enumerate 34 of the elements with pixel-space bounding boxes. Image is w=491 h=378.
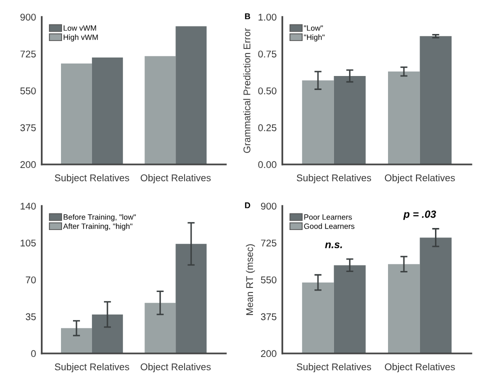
x-tick-label: Subject Relatives — [296, 363, 372, 372]
annotation: n.s. — [325, 242, 342, 248]
y-tick-label: 900 — [20, 14, 36, 21]
y-tick-label: 0 — [31, 350, 36, 358]
y-tick-label: 200 — [261, 350, 276, 358]
y-tick-label: 0.75 — [258, 50, 276, 58]
x-tick-label: Object Relatives — [140, 363, 211, 372]
y-axis-title: Mean RT (msec) — [246, 244, 255, 315]
x-tick-label: Subject Relatives — [54, 363, 130, 372]
y-tick-label: 105 — [20, 240, 36, 246]
y-tick-label: 0.25 — [258, 124, 276, 132]
y-axis-title: Grammatical Prediction Error — [243, 28, 250, 153]
y-tick-label: 725 — [20, 50, 36, 58]
x-tick-label: Object Relatives — [384, 174, 455, 184]
y-tick-label: 0.00 — [258, 161, 276, 168]
x-tick-label: Object Relatives — [140, 174, 211, 184]
y-tick-label: 35 — [26, 313, 36, 320]
y-tick-label: 140 — [20, 202, 36, 210]
y-tick-label: 200 — [20, 161, 36, 168]
chart-title: B — [245, 13, 250, 20]
y-tick-label: 375 — [20, 124, 36, 132]
y-tick-label: 550 — [20, 87, 36, 94]
x-tick-label: Object Relatives — [384, 363, 455, 372]
x-tick-label: Subject Relatives — [296, 174, 372, 184]
y-tick-label: 1.00 — [258, 14, 276, 21]
chart-title: D — [245, 202, 250, 208]
y-tick-label: 0.50 — [258, 87, 276, 94]
y-tick-label: 70 — [26, 276, 36, 284]
annotation: p = .03 — [403, 210, 436, 220]
y-tick-label: 725 — [261, 240, 276, 246]
y-tick-label: 550 — [260, 276, 276, 284]
x-tick-label: Subject Relatives — [54, 174, 130, 184]
y-tick-label: 900 — [261, 202, 276, 210]
y-tick-label: 375 — [260, 313, 276, 320]
